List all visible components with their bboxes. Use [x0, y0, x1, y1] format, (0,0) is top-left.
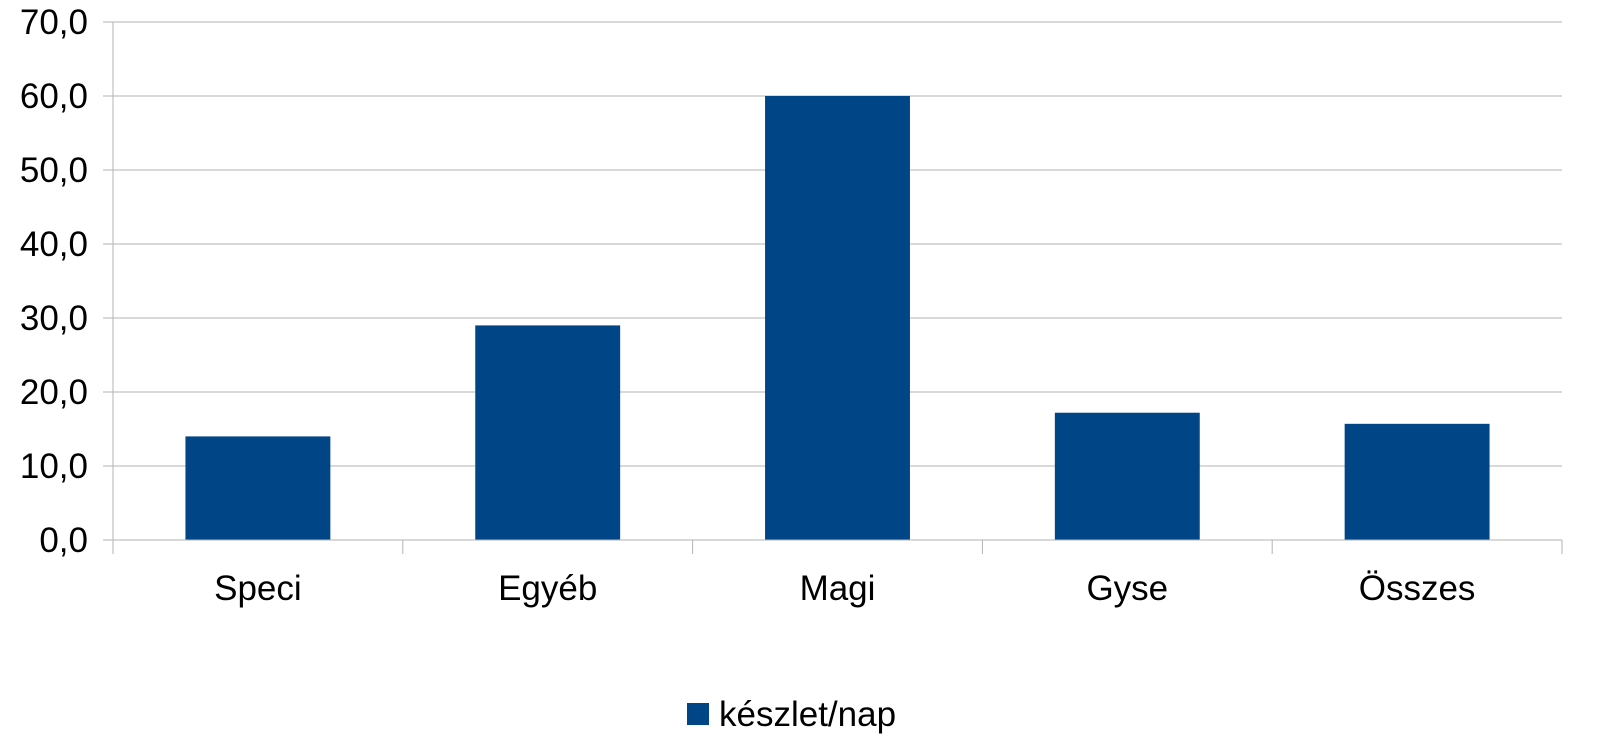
legend-swatch	[687, 703, 709, 725]
y-tick-label: 0,0	[39, 521, 88, 560]
legend-label: készlet/nap	[719, 695, 896, 734]
y-tick-label: 60,0	[20, 77, 88, 116]
x-tick-label: Összes	[1359, 569, 1476, 608]
x-tick-label: Speci	[214, 569, 302, 608]
x-tick-label: Egyéb	[498, 569, 597, 608]
bar-0	[185, 436, 331, 540]
x-tick-label: Magi	[800, 569, 876, 608]
bar-3	[1054, 412, 1200, 540]
bar-4	[1344, 423, 1490, 540]
y-tick-label: 50,0	[20, 151, 88, 190]
bar-1	[475, 325, 621, 540]
x-axis: Speci Egyéb Magi Gyse Összes	[112, 539, 1563, 608]
y-tick-label: 20,0	[20, 373, 88, 412]
legend: készlet/nap	[687, 695, 896, 734]
x-tick-label: Gyse	[1086, 569, 1168, 608]
y-axis: 0,0 10,0 20,0 30,0 40,0 50,0 60,0 70,0	[20, 3, 114, 560]
y-tick-label: 70,0	[20, 3, 88, 42]
bar-2	[765, 96, 910, 540]
y-tick-label: 30,0	[20, 299, 88, 338]
y-tick-label: 10,0	[20, 447, 88, 486]
bars	[185, 96, 1490, 540]
y-tick-label: 40,0	[20, 225, 88, 264]
